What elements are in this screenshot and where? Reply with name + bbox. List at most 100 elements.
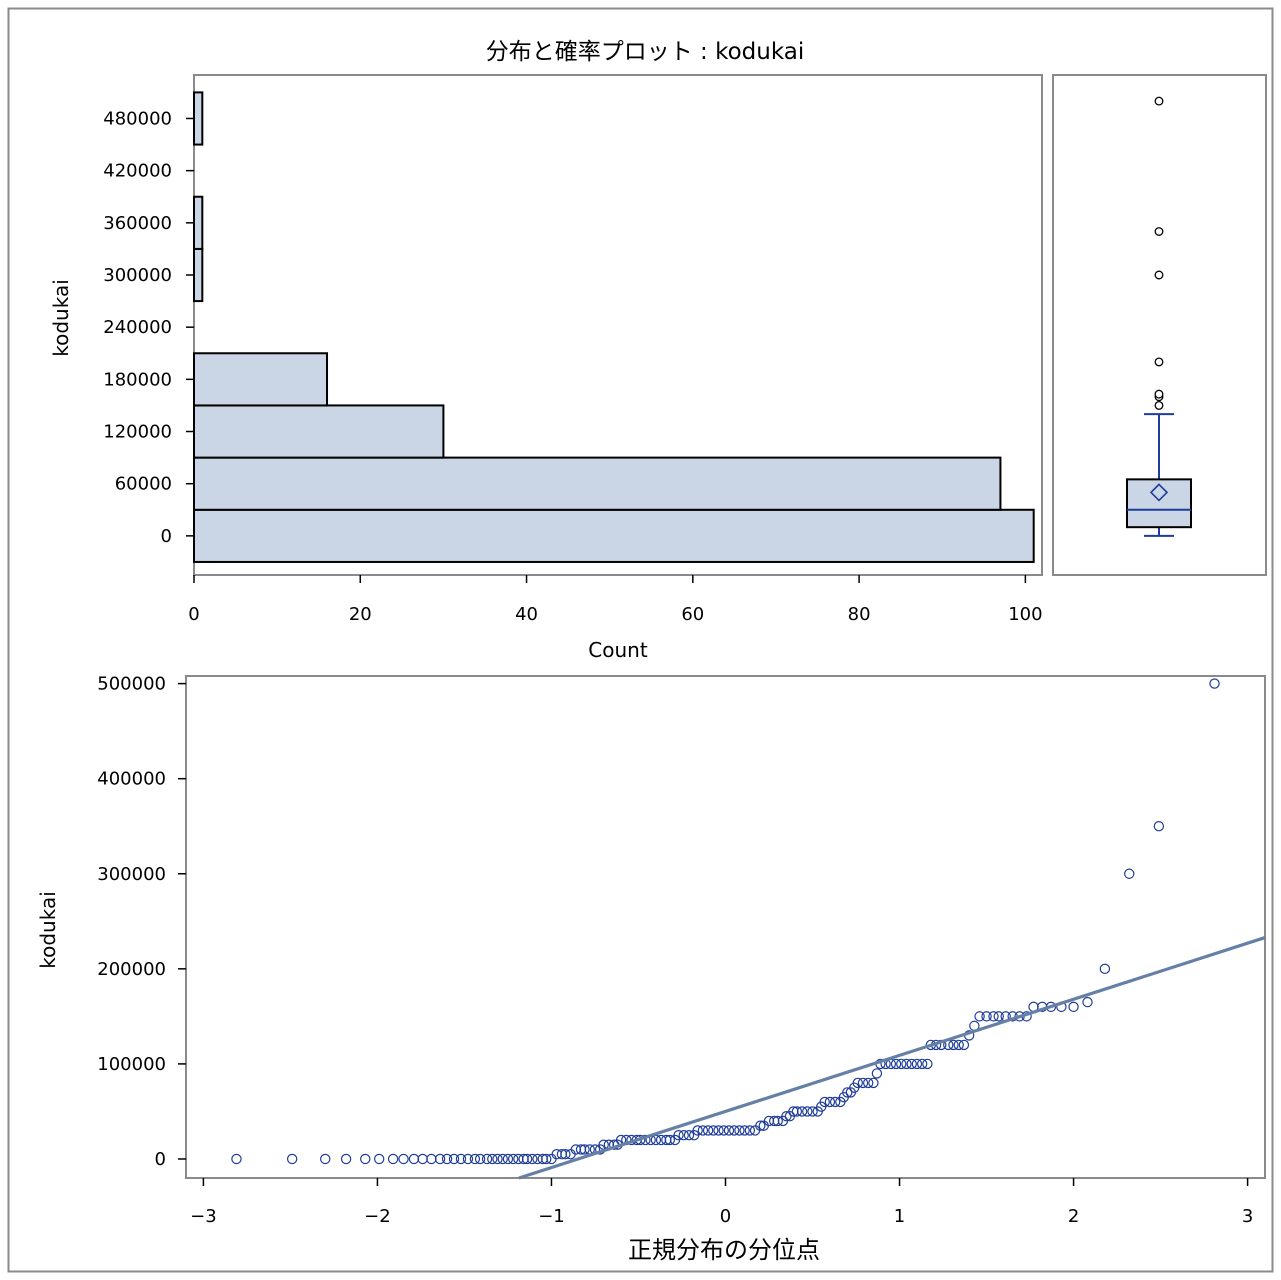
qqplot-point — [852, 1077, 863, 1089]
qqplot-y-tick-label: 400000 — [97, 769, 166, 790]
qqplot-y-axis-label: kodukai — [36, 891, 60, 969]
qqplot-point — [948, 1039, 959, 1051]
histogram-y-tick-label: 420000 — [103, 161, 172, 182]
qqplot-point — [434, 1153, 446, 1165]
qqplot-point — [922, 1058, 933, 1070]
histogram-x-tick-label: 100 — [1008, 604, 1042, 625]
qqplot-point — [772, 1115, 783, 1127]
qqplot-point — [824, 1096, 836, 1108]
qqplot-point — [497, 1153, 508, 1165]
qqplot-point — [474, 1153, 486, 1165]
qqplot-point — [901, 1058, 912, 1070]
qqplot-point — [579, 1144, 590, 1155]
qqplot-y-tick-label: 500000 — [97, 674, 166, 695]
histogram-y-tick-label: 180000 — [103, 369, 172, 390]
qqplot-point — [360, 1153, 371, 1165]
qqplot-point — [781, 1111, 792, 1122]
histogram-bar — [193, 456, 1002, 511]
qqplot-point — [906, 1058, 917, 1070]
qqplot-point — [723, 1125, 735, 1136]
qqplot-point — [734, 1125, 745, 1136]
qqplot-x-tick-label: 0 — [720, 1206, 731, 1227]
qqplot-point — [678, 1130, 689, 1141]
qqplot-point — [387, 1153, 399, 1165]
histogram-x-tick-label: 80 — [848, 604, 871, 625]
qqplot-point — [502, 1153, 514, 1165]
qqplot-panel: 0 100000 200000 300000 400000 500000 −3 −2 −1 0 1… — [36, 674, 1266, 1264]
histogram-y-tick-label: 240000 — [103, 317, 172, 338]
boxplot-mean-marker — [1149, 483, 1169, 502]
qqplot-point — [974, 1011, 985, 1022]
histogram-x-ticks: 0 20 40 60 80 100 — [188, 575, 1043, 625]
boxplot-outlier — [1154, 270, 1164, 280]
qqplot-x-axis-label: 正規分布の分位点 — [628, 1236, 820, 1264]
histogram-bar — [193, 91, 204, 146]
histogram-panel: 0 60000 120000 180000 240000 300000 360000 4200… — [49, 74, 1043, 662]
qqplot-point — [829, 1096, 841, 1108]
qqplot-point — [1082, 996, 1093, 1008]
qqplot-x-tick-label: −3 — [190, 1206, 217, 1227]
qqplot-point — [455, 1153, 467, 1165]
qqplot-point — [560, 1149, 571, 1160]
qqplot-y-tick-label: 100000 — [97, 1054, 166, 1075]
qqplot-point — [702, 1125, 714, 1136]
qqplot-point — [890, 1058, 902, 1070]
qqplot-point — [683, 1130, 695, 1141]
qqplot-point — [448, 1153, 460, 1165]
qqplot-point — [916, 1058, 928, 1070]
qqplot-point — [896, 1058, 907, 1070]
qqplot-x-ticks: −3 −2 −1 0 1 2 3 — [190, 1178, 1253, 1227]
histogram-y-ticks: 0 60000 120000 180000 240000 300000 360000 4200… — [103, 108, 194, 547]
qqplot-point — [993, 1011, 1004, 1022]
qqplot-x-tick-label: 2 — [1068, 1206, 1079, 1227]
qqplot-point — [755, 1120, 766, 1131]
qqplot-point — [441, 1153, 453, 1165]
qqplot-point — [541, 1153, 552, 1165]
qqplot-point — [718, 1125, 729, 1136]
boxplot-outlier — [1154, 400, 1164, 410]
histogram-y-tick-label: 360000 — [103, 213, 172, 234]
qqplot-point — [469, 1153, 481, 1165]
qqplot-y-ticks: 0 100000 200000 300000 400000 500000 — [97, 674, 186, 1170]
boxplot — [1126, 96, 1192, 537]
qqplot-point — [1068, 1001, 1079, 1013]
qqplot-point — [487, 1153, 498, 1165]
qqplot-point — [871, 1068, 883, 1079]
qqplot-point — [320, 1153, 331, 1165]
qqplot-point — [462, 1153, 474, 1165]
qqplot-point — [868, 1077, 879, 1089]
qqplot-y-tick-label: 0 — [155, 1149, 166, 1170]
qqplot-point — [953, 1039, 964, 1051]
qqplot-point — [673, 1130, 684, 1141]
boxplot-outlier — [1154, 96, 1164, 106]
qqplot-point — [1099, 963, 1111, 975]
qqplot-point — [507, 1153, 519, 1165]
qqplot-point — [802, 1106, 813, 1117]
qqplot-point — [231, 1153, 242, 1165]
qqplot-x-tick-label: −1 — [538, 1206, 565, 1227]
qqplot-point — [340, 1153, 352, 1165]
qqplot-point — [791, 1106, 803, 1117]
qqplot-point — [713, 1125, 724, 1136]
qqplot-point — [664, 1134, 676, 1146]
qqplot-point — [863, 1077, 874, 1089]
boxplot-outlier — [1154, 357, 1164, 367]
qqplot-point — [398, 1153, 409, 1165]
histogram-y-tick-label: 480000 — [103, 108, 172, 129]
histogram-x-tick-label: 20 — [349, 604, 372, 625]
histogram-y-tick-label: 0 — [161, 526, 172, 547]
qqplot-point — [697, 1125, 709, 1136]
qqplot-point — [857, 1077, 869, 1089]
qqplot-point — [373, 1153, 385, 1165]
qqplot-point — [708, 1125, 719, 1136]
qqplot-y-tick-label: 200000 — [97, 959, 166, 980]
qqplot-point — [1153, 821, 1165, 832]
histogram-x-axis-label: Count — [588, 638, 648, 662]
qqplot-point — [527, 1153, 538, 1165]
qqplot-point — [819, 1096, 830, 1108]
qqplot-point — [958, 1039, 970, 1051]
qqplot-reference-line-segment — [518, 936, 1266, 1180]
qqplot-point — [521, 1153, 533, 1165]
qqplot-point — [796, 1106, 808, 1117]
